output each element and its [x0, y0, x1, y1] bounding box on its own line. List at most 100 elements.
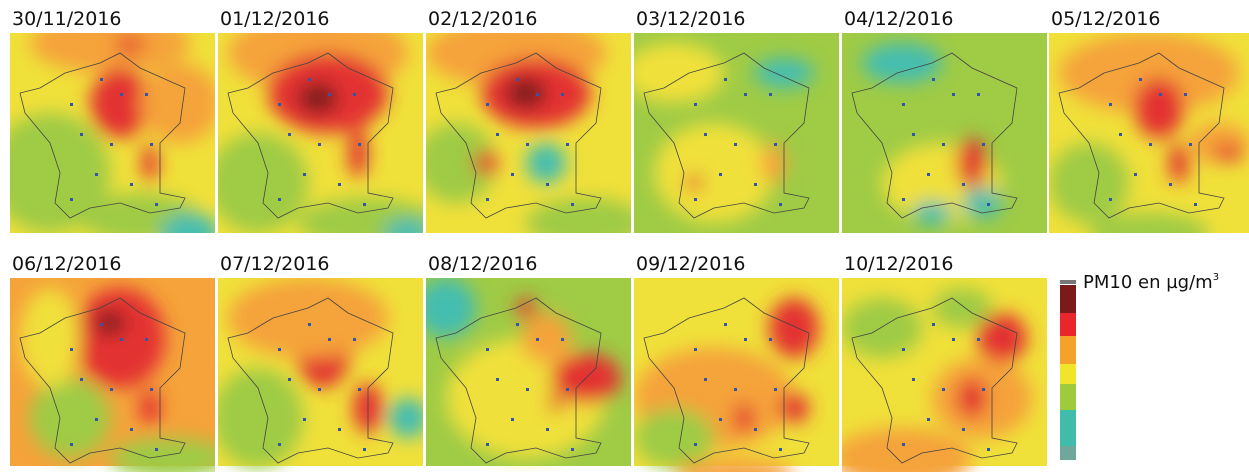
city-marker	[130, 183, 133, 186]
city-marker	[932, 323, 935, 326]
city-marker	[318, 143, 321, 146]
city-marker	[694, 103, 697, 106]
country-outline	[227, 52, 394, 219]
country-outline	[19, 52, 186, 219]
city-marker	[694, 198, 697, 201]
pollution-blob	[1089, 213, 1209, 233]
pollution-blob	[548, 395, 564, 411]
pollution-blob	[634, 408, 714, 468]
city-marker	[358, 388, 361, 391]
map-panel	[1049, 33, 1249, 233]
pollution-blob	[957, 138, 987, 188]
colorbar-cap	[1060, 280, 1076, 284]
city-marker	[774, 143, 777, 146]
pollution-blob	[754, 58, 814, 88]
city-marker	[318, 388, 321, 391]
pollution-blob	[30, 378, 110, 458]
colorbar-segment	[1060, 336, 1076, 364]
city-marker	[338, 428, 341, 431]
city-marker	[1189, 143, 1192, 146]
pollution-blob	[218, 368, 303, 468]
pollution-blob	[762, 143, 786, 183]
pollution-field	[426, 33, 631, 233]
pollution-blob	[388, 398, 423, 438]
pollution-blob	[912, 201, 952, 225]
city-marker	[779, 203, 782, 206]
city-marker	[546, 428, 549, 431]
city-marker	[536, 93, 539, 96]
pollution-blob	[526, 198, 631, 233]
city-marker	[536, 338, 539, 341]
city-marker	[927, 418, 930, 421]
city-marker	[278, 103, 281, 106]
country-outline	[851, 52, 1018, 219]
city-marker	[902, 348, 905, 351]
city-marker	[358, 143, 361, 146]
map-panel	[634, 278, 839, 476]
pollution-field	[218, 33, 423, 233]
pollution-field	[842, 288, 1032, 476]
city-marker	[977, 93, 980, 96]
pollution-blob	[383, 218, 423, 233]
city-marker	[278, 198, 281, 201]
city-marker	[719, 418, 722, 421]
city-marker	[80, 378, 83, 381]
pollution-field	[1049, 33, 1249, 233]
city-marker	[566, 143, 569, 146]
city-marker	[363, 203, 366, 206]
colorbar-segment	[1060, 285, 1076, 313]
city-marker	[70, 103, 73, 106]
city-marker	[704, 378, 707, 381]
pollution-blob	[228, 278, 388, 358]
pollution-blob	[686, 175, 702, 191]
city-marker	[962, 183, 965, 186]
city-marker	[571, 203, 574, 206]
city-marker	[130, 428, 133, 431]
city-marker	[744, 93, 747, 96]
pollution-blob	[110, 438, 215, 476]
city-marker	[927, 173, 930, 176]
city-marker	[145, 338, 148, 341]
city-marker	[1184, 93, 1187, 96]
panel-date: 05/12/2016	[1051, 8, 1161, 30]
pollution-field	[634, 43, 814, 223]
pollution-blob	[1134, 78, 1184, 138]
pollution-blob	[1049, 143, 1129, 223]
pollution-field	[218, 278, 423, 468]
city-marker	[110, 388, 113, 391]
pollution-blob	[90, 68, 150, 138]
city-marker	[486, 103, 489, 106]
city-marker	[902, 443, 905, 446]
panel-date: 30/11/2016	[12, 8, 122, 30]
panel-date: 06/12/2016	[12, 253, 122, 275]
pollution-blob	[957, 378, 987, 418]
city-marker	[511, 173, 514, 176]
city-marker	[70, 198, 73, 201]
pollution-field	[426, 278, 621, 458]
map-panel	[10, 278, 215, 476]
city-marker	[719, 173, 722, 176]
pollution-blob	[426, 123, 496, 203]
city-marker	[774, 388, 777, 391]
pollution-blob	[654, 123, 774, 223]
city-marker	[724, 323, 727, 326]
city-marker	[962, 428, 965, 431]
map-panel	[634, 33, 839, 233]
city-marker	[571, 448, 574, 451]
city-marker	[977, 338, 980, 341]
pollution-blob	[521, 313, 571, 363]
city-marker	[1139, 78, 1142, 81]
city-marker	[1109, 198, 1112, 201]
city-marker	[902, 103, 905, 106]
city-marker	[363, 448, 366, 451]
map-panel	[426, 33, 631, 233]
city-marker	[328, 338, 331, 341]
panel-date: 07/12/2016	[220, 253, 330, 275]
country-outline	[643, 297, 810, 464]
country-outline	[435, 52, 602, 219]
city-marker	[1169, 183, 1172, 186]
city-marker	[150, 143, 153, 146]
city-marker	[566, 388, 569, 391]
pollution-blob	[932, 288, 992, 328]
pollution-blob	[734, 403, 754, 433]
